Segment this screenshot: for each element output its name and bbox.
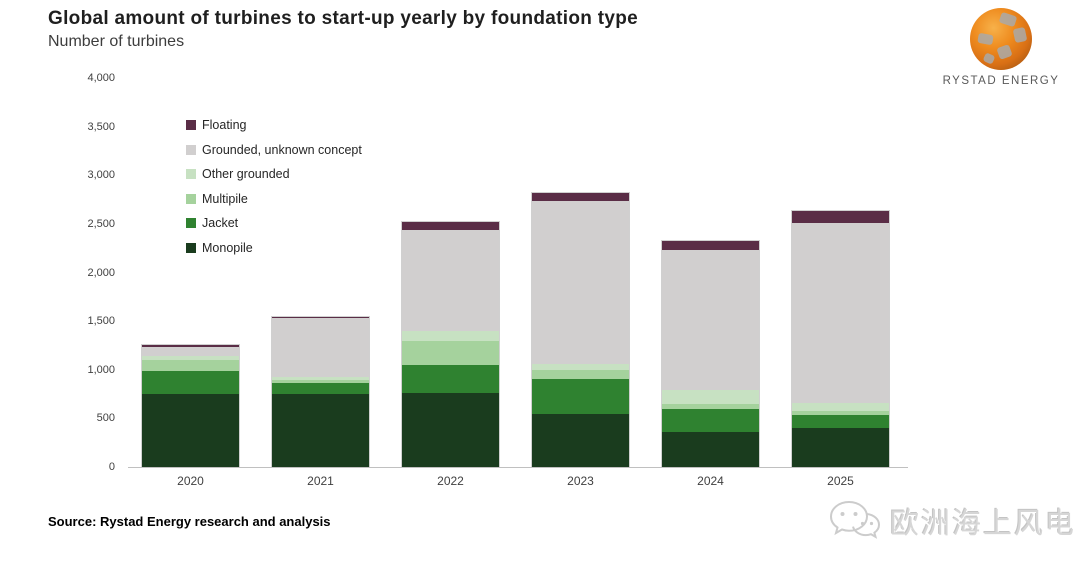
- plot-area: [128, 78, 908, 469]
- legend-item-jacket: Jacket: [186, 216, 362, 231]
- y-tick-label: 2,500: [87, 217, 115, 230]
- bar-2020: [141, 344, 240, 468]
- segment-floating: [142, 345, 239, 348]
- segment-jacket: [792, 415, 889, 429]
- bar-2021: [271, 316, 370, 468]
- legend-label: Multipile: [202, 191, 248, 206]
- bar-2022: [401, 220, 500, 469]
- y-tick-label: 1,500: [87, 315, 115, 328]
- x-axis-labels: 2020 2021 2022 2023 2024 2025: [128, 474, 908, 494]
- legend-label: Monopile: [202, 240, 253, 255]
- segment-jacket: [532, 379, 629, 414]
- source-note: Source: Rystad Energy research and analy…: [48, 514, 331, 529]
- x-tick-label: 2025: [827, 474, 854, 488]
- segment-grounded-unknown-concept: [792, 222, 889, 403]
- y-tick-label: 1,000: [87, 363, 115, 376]
- segment-other-grounded: [142, 356, 239, 361]
- segment-monopile: [402, 393, 499, 467]
- segment-multipile: [792, 410, 889, 416]
- segment-grounded-unknown-concept: [272, 318, 369, 377]
- segment-jacket: [272, 383, 369, 395]
- legend-item-floating: Floating: [186, 119, 362, 131]
- y-tick-label: 0: [108, 461, 115, 473]
- segment-grounded-unknown-concept: [662, 250, 759, 391]
- segment-monopile: [792, 428, 889, 467]
- legend-swatch-icon: [186, 169, 196, 180]
- segment-other-grounded: [662, 390, 759, 404]
- x-tick-label: 2022: [437, 474, 464, 488]
- segment-monopile: [532, 413, 629, 467]
- legend-swatch-icon: [186, 144, 196, 155]
- legend-swatch-icon: [186, 120, 196, 130]
- legend-label: Jacket: [202, 216, 239, 231]
- segment-other-grounded: [272, 376, 369, 380]
- segment-multipile: [532, 369, 629, 380]
- segment-floating: [792, 211, 889, 223]
- y-tick-label: 4,000: [87, 72, 115, 84]
- x-tick-label: 2021: [307, 474, 334, 488]
- segment-floating: [662, 241, 759, 251]
- x-axis-line: [128, 467, 908, 468]
- segment-jacket: [142, 370, 239, 395]
- legend-swatch-icon: [186, 193, 196, 204]
- segment-monopile: [272, 394, 369, 467]
- segment-other-grounded: [792, 402, 889, 411]
- legend-item-multipile: Multipile: [186, 193, 362, 205]
- y-tick-label: 500: [96, 412, 115, 425]
- segment-monopile: [142, 394, 239, 467]
- legend-item-monopile: Monopile: [186, 242, 362, 254]
- legend-label: Floating: [202, 118, 247, 132]
- x-tick-label: 2024: [697, 474, 724, 488]
- legend-label: Grounded, unknown concept: [202, 142, 362, 157]
- rystad-brand-text: RYSTAD ENERGY: [942, 75, 1060, 87]
- legend-item-other-grounded: Other grounded: [186, 168, 362, 180]
- segment-multipile: [402, 340, 499, 365]
- bar-2023: [531, 191, 630, 469]
- segment-monopile: [662, 432, 759, 467]
- y-tick-label: 3,000: [87, 169, 115, 182]
- segment-multipile: [662, 403, 759, 409]
- segment-grounded-unknown-concept: [402, 229, 499, 331]
- segment-multipile: [272, 379, 369, 384]
- legend-swatch-icon: [186, 218, 196, 229]
- chart-subtitle: Number of turbines: [48, 33, 185, 50]
- segment-multipile: [142, 360, 239, 371]
- page-title: Global amount of turbines to start-up ye…: [48, 8, 638, 29]
- y-axis: 0 500 1,000 1,500 2,000 2,500 3,000 3,500 4,000: [0, 72, 115, 473]
- bar-2024: [661, 240, 760, 468]
- x-tick-label: 2020: [177, 474, 204, 488]
- legend-item-grounded-unknown-concept: Grounded, unknown concept: [186, 142, 362, 157]
- segment-jacket: [402, 364, 499, 394]
- rystad-logo: RYSTAD ENERGY: [936, 8, 1066, 87]
- segment-floating: [272, 317, 369, 319]
- y-tick-label: 3,500: [87, 120, 115, 133]
- y-tick-label: 2,000: [87, 266, 115, 279]
- segment-grounded-unknown-concept: [142, 347, 239, 357]
- wechat-icon: [829, 500, 881, 539]
- segment-floating: [532, 192, 629, 201]
- rystad-globe-icon: [970, 8, 1032, 70]
- segment-jacket: [662, 408, 759, 432]
- legend: Floating Grounded, unknown concept Other g…: [186, 119, 362, 267]
- segment-floating: [402, 221, 499, 230]
- x-tick-label: 2023: [567, 474, 594, 488]
- segment-other-grounded: [402, 330, 499, 341]
- bar-2025: [791, 210, 890, 468]
- segment-other-grounded: [532, 363, 629, 370]
- segment-grounded-unknown-concept: [532, 200, 629, 364]
- legend-label: Other grounded: [202, 167, 290, 182]
- watermark: 欧洲海上风电: [828, 498, 1076, 544]
- legend-swatch-icon: [186, 242, 196, 253]
- watermark-text: 欧洲海上风电: [890, 508, 1077, 540]
